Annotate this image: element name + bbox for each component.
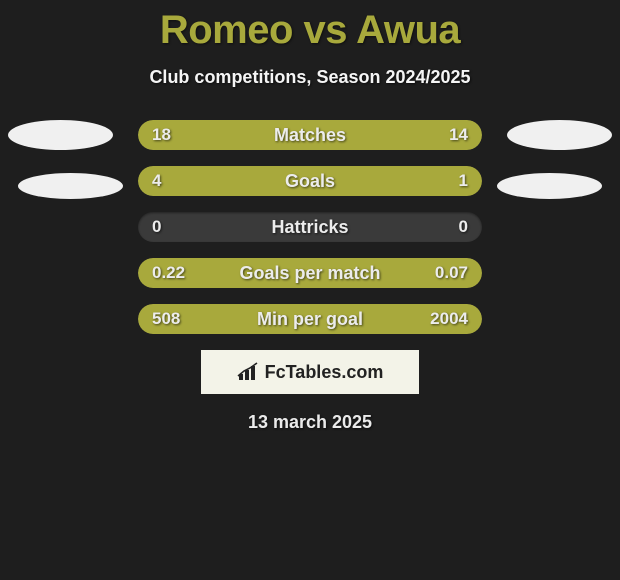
stat-right-value: 1	[459, 166, 468, 196]
stat-right-value: 14	[449, 120, 468, 150]
stat-label: Goals per match	[138, 258, 482, 288]
player-right-avatar	[507, 120, 612, 150]
stat-row-min-per-goal: 508 Min per goal 2004	[138, 304, 482, 334]
stat-label: Hattricks	[138, 212, 482, 242]
stat-right-value: 0.07	[435, 258, 468, 288]
brand-badge[interactable]: FcTables.com	[201, 350, 419, 394]
stat-row-goals-per-match: 0.22 Goals per match 0.07	[138, 258, 482, 288]
stat-bars: 18 Matches 14 4 Goals 1 0 Hattricks 0 0.…	[138, 120, 482, 334]
snapshot-date: 13 march 2025	[0, 412, 620, 433]
comparison-subtitle: Club competitions, Season 2024/2025	[0, 67, 620, 88]
stat-row-matches: 18 Matches 14	[138, 120, 482, 150]
stat-row-goals: 4 Goals 1	[138, 166, 482, 196]
stat-label: Matches	[138, 120, 482, 150]
player-right-avatar-alt	[497, 173, 602, 199]
stat-row-hattricks: 0 Hattricks 0	[138, 212, 482, 242]
comparison-title: Romeo vs Awua	[0, 0, 620, 53]
stat-label: Goals	[138, 166, 482, 196]
player-left-avatar	[8, 120, 113, 150]
stats-area: 18 Matches 14 4 Goals 1 0 Hattricks 0 0.…	[0, 120, 620, 433]
stat-right-value: 2004	[430, 304, 468, 334]
player-left-avatar-alt	[18, 173, 123, 199]
brand-text: FcTables.com	[265, 362, 384, 383]
stat-right-value: 0	[459, 212, 468, 242]
bar-chart-icon	[237, 362, 261, 382]
